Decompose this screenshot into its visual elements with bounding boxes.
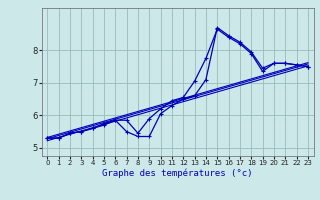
X-axis label: Graphe des températures (°c): Graphe des températures (°c)	[102, 169, 253, 178]
